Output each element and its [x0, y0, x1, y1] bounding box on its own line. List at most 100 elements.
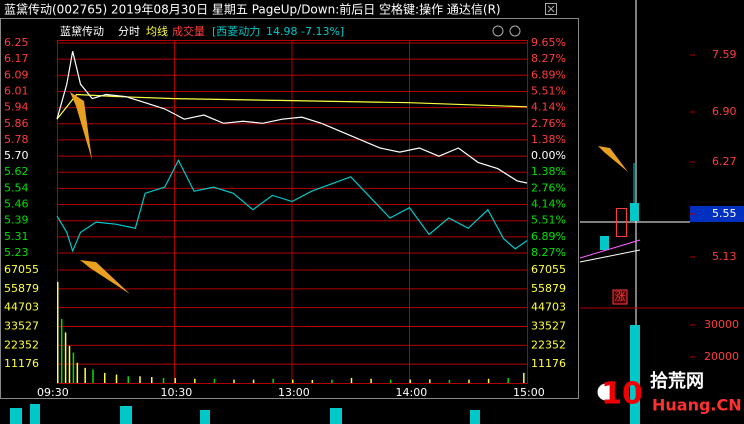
average-line: [56, 93, 528, 120]
time-label: 13:00: [278, 386, 310, 399]
price-label: 5.46: [4, 198, 29, 211]
volume-label: 成交量: [172, 24, 205, 38]
side-label: 20000: [704, 350, 739, 363]
price-label: 6.25: [4, 36, 29, 49]
compare-value: 14.98 -7.13%]: [266, 25, 344, 38]
volume-label: 67055: [531, 263, 566, 276]
percent-label: 0.00%: [531, 149, 566, 162]
add-button[interactable]: [509, 25, 521, 37]
volume-bar: [272, 378, 274, 383]
volume-bar: [194, 378, 196, 383]
chart-header: 蓝黛传动 分时 均线 成交量 [西菱动力 14.98 -7.13%]: [60, 24, 344, 38]
volume-bar: [252, 379, 255, 383]
volume-bar: [233, 379, 235, 383]
volume-label: 44703: [4, 301, 39, 314]
candle: [616, 208, 627, 237]
average-label: 均线: [146, 24, 168, 38]
volume-label: 33527: [4, 320, 39, 333]
volume-bar: [68, 345, 71, 383]
volume-bar: [84, 367, 86, 383]
volume-bar: [409, 379, 411, 383]
volume-bar: [429, 379, 431, 383]
side-label: 7.59: [712, 48, 737, 61]
stock-name: 蓝黛传动: [60, 25, 104, 38]
volume-bar: [162, 377, 165, 383]
volume-bar: [468, 379, 470, 383]
volume-bar: [507, 377, 509, 383]
price-label: 5.31: [4, 230, 29, 243]
ma-line: [579, 239, 641, 259]
price-label: 5.23: [4, 246, 29, 259]
price-label: 5.94: [4, 101, 29, 114]
title-bar: [0, 0, 580, 18]
price-label: 5.62: [4, 165, 29, 178]
arrow: [80, 260, 130, 294]
volume-bar: [630, 325, 640, 424]
rise-mark: 涨: [615, 290, 626, 303]
volume-bar: [64, 332, 67, 383]
volume-label: 11176: [4, 357, 39, 370]
percent-label: 9.65%: [531, 36, 566, 49]
ma-line: [579, 249, 641, 263]
side-label: 6.27: [712, 155, 737, 168]
rise-box: [612, 289, 628, 305]
percent-label: 8.27%: [531, 246, 566, 259]
title: 蓝黛传动(002765) 2019年08月30日 星期五 PageUp/Down…: [4, 2, 501, 17]
percent-label: 2.76%: [531, 117, 566, 130]
side-label: 5.13: [712, 250, 737, 263]
volume-bar: [350, 377, 353, 383]
volume-bar: [115, 374, 118, 383]
volume-bar: [104, 372, 106, 383]
price-label: 5.70: [4, 149, 29, 162]
arrow: [598, 146, 628, 172]
time-label: 10:30: [161, 386, 193, 399]
period: 分时: [118, 25, 140, 38]
arrow: [70, 92, 92, 160]
watermark: 10 拾荒网 Huang.CN: [596, 370, 742, 415]
candle: [600, 236, 609, 250]
volume-bar: [72, 352, 75, 383]
price-box: [690, 206, 744, 222]
compare-name: [西菱动力: [212, 25, 260, 38]
volume-bar: [174, 377, 176, 383]
price-label: 5.54: [4, 181, 29, 194]
price-label: 5.39: [4, 214, 29, 227]
volume-bar: [151, 377, 153, 383]
watermark-logo: 10: [601, 377, 643, 412]
volume-bar: [523, 372, 525, 383]
percent-label: 2.76%: [531, 181, 566, 194]
main-window: [0, 18, 579, 399]
volume-bar: [139, 376, 141, 383]
percent-label: 1.38%: [531, 165, 566, 178]
percent-label: 6.89%: [531, 230, 566, 243]
volume-bar: [331, 379, 333, 383]
percent-label: 4.14%: [531, 101, 566, 114]
volume-bar: [370, 378, 372, 383]
volume-bar: [311, 379, 314, 383]
price-label: 5.86: [4, 117, 29, 130]
volume-label: 22352: [4, 338, 39, 351]
volume-label: 55879: [4, 282, 39, 295]
percent-label: 1.38%: [531, 133, 566, 146]
close-button[interactable]: [545, 3, 557, 15]
price-label: 6.17: [4, 52, 29, 65]
volume-label: 67055: [4, 263, 39, 276]
side-axis: 7.59 6.90 6.27 5.55 5.13 30000 20000: [690, 48, 739, 363]
time-label: 15:00: [513, 386, 545, 399]
volume-bar: [389, 379, 392, 383]
side-label: 6.90: [712, 105, 737, 118]
up-button[interactable]: [492, 25, 504, 37]
price-line: [56, 51, 528, 184]
volume-bar: [448, 379, 451, 383]
volume-bar: [60, 318, 63, 383]
percent-label: 5.51%: [531, 84, 566, 97]
close-icon: [547, 5, 555, 13]
volume-bar: [292, 379, 294, 383]
side-label: 5.55: [712, 207, 737, 220]
price-label: 6.09: [4, 68, 29, 81]
compare-line: [56, 159, 528, 253]
volume-label: 55879: [531, 282, 566, 295]
volume-label: 44703: [531, 301, 566, 314]
percent-label: 5.51%: [531, 214, 566, 227]
